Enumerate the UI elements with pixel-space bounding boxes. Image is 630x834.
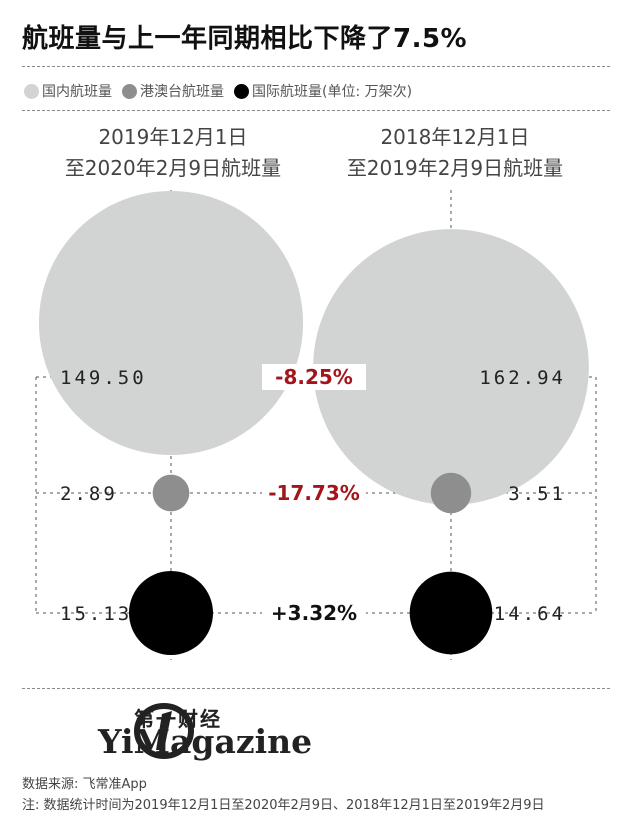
legend-label-hmt: 港澳台航班量 [140,84,224,100]
legend-item-international: 国际航班量(单位: 万架次) [234,81,412,101]
bubble-left-hmt [152,474,190,512]
right-panel-title-line1: 2018年12月1日 [380,125,530,149]
right-panel-title: 2018年12月1日 至2019年2月9日航班量 [320,122,590,184]
bubble-right-domestic [313,229,589,505]
value-label-left-international: 15.13 [60,603,132,625]
change-label-bg-hmt [262,480,366,506]
bubble-right-hmt [430,472,472,514]
legend: 国内航班量 港澳台航班量 国际航班量(单位: 万架次) [24,80,422,102]
title-divider [22,66,610,67]
yicai-logo-icon [134,703,194,759]
bubble-left-domestic [38,190,304,456]
bubble-right-international [409,571,493,655]
value-label-right-domestic: 162.94 [479,367,566,389]
value-label-left-hmt: 2.89 [60,483,118,505]
brand-english-name: YiMagazine [98,722,313,761]
circle-black-icon [234,83,249,99]
brand-chinese-name: 第一财经 [134,707,222,731]
data-source: 数据来源: 飞常准App [22,777,147,792]
bubble-left-international [128,570,214,656]
circle-dark-gray-icon [122,83,137,99]
footnote: 注: 数据统计时间为2019年12月1日至2020年2月9日、2018年12月1… [22,798,545,813]
legend-label-domestic: 国内航班量 [42,84,112,100]
left-panel-title-line1: 2019年12月1日 [98,125,248,149]
change-label-international: +3.32% [271,601,357,625]
legend-item-domestic: 国内航班量 [24,81,112,101]
change-label-domestic: -8.25% [275,365,353,389]
left-panel-title-line2: 至2020年2月9日航班量 [64,156,282,180]
legend-item-hmt: 港澳台航班量 [122,81,224,101]
right-panel-title-line2: 至2019年2月9日航班量 [346,156,564,180]
footer-divider [22,688,610,689]
change-label-bg-international [262,600,366,626]
legend-divider [22,110,610,111]
chart-title: 航班量与上一年同期相比下降了7.5% [22,24,468,54]
circle-light-gray-icon [24,83,39,99]
value-label-right-hmt: 3.51 [508,483,566,505]
change-label-hmt: -17.73% [268,481,360,505]
change-label-bg-domestic [262,364,366,390]
legend-label-international: 国际航班量(单位: 万架次) [252,84,413,100]
value-label-left-domestic: 149.50 [60,367,147,389]
left-panel-title: 2019年12月1日 至2020年2月9日航班量 [38,122,308,184]
value-label-right-international: 14.64 [494,603,566,625]
